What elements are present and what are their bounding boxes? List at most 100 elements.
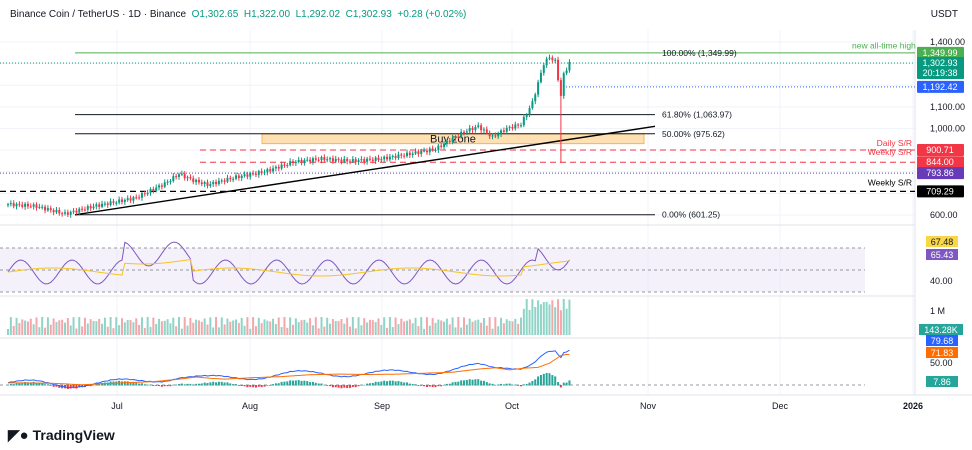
macd-histogram-bar [95,383,98,386]
x-tick-label: Oct [505,401,520,411]
candle-body [266,169,269,173]
volume-bar [78,317,81,335]
candle-body [485,129,488,133]
volume-bar [163,320,166,335]
macd-histogram-bar [209,382,212,386]
candle-body [414,151,417,154]
macd-histogram-bar [311,381,314,386]
macd-histogram-bar [360,384,363,386]
volume-bar [445,318,448,335]
macd-histogram-bar [169,385,172,387]
volume-bar [58,320,61,335]
candle-body [391,155,394,157]
candle-body [140,193,143,198]
candle-body [89,206,92,209]
volume-bar [340,319,343,335]
volume-bar [55,321,58,335]
volume-bar [106,326,109,335]
candle-body [448,140,451,143]
candle-body [66,212,69,215]
volume-bar [303,319,306,335]
macd-histogram-bar [320,383,323,386]
countdown-label: 20:19:38 [922,68,957,78]
macd-histogram-bar [243,385,246,387]
volume-bar [41,317,44,335]
candle-body [517,124,520,126]
candle-body [269,169,272,172]
macd-histogram-bar [254,385,257,388]
candle-body [172,176,175,182]
candle-body [7,204,9,206]
macd-histogram-bar [89,385,92,387]
macd-histogram-bar [525,383,528,386]
volume-bar [491,328,494,335]
candle-body [78,208,81,213]
volume-bar [374,322,377,335]
volume-bar [283,317,286,335]
macd-histogram-bar [126,381,129,386]
candle-body [383,156,386,160]
macd-histogram-bar [326,385,329,386]
volume-bar [280,327,283,335]
macd-histogram-bar [29,382,32,386]
macd-histogram-bar [35,382,38,386]
candle-body [397,154,400,159]
currency-label: USDT [930,9,958,20]
macd-histogram-bar [397,381,400,386]
macd-histogram-bar [286,381,289,386]
candle-body [400,154,403,156]
volume-bar [126,319,129,335]
price-chart[interactable]: Jul Aug Sep Oct Nov Dec 2026 1,400.00 1,100.00 1,… [0,0,972,420]
rsi-ma-value: 67.48 [931,237,954,247]
macd-histogram-bar [565,382,568,386]
volume-value: 143.28K [924,325,958,335]
candle-body [349,161,351,163]
macd-histogram-bar [363,384,366,386]
macd-histogram-bar [443,384,446,386]
candle-body [274,166,277,169]
candle-body [457,136,460,138]
volume-bar [346,317,349,335]
macd-histogram-bar [166,385,169,387]
volume-bar [220,317,223,335]
candle-body [257,171,260,175]
macd-histogram-bar [266,385,269,386]
candle-body [337,158,340,160]
candle-body [557,59,560,81]
volume-bar [383,317,386,335]
volume-bar [488,317,491,335]
macd-histogram-bar [178,383,180,386]
candle-body [562,73,565,96]
candle-body [477,125,480,128]
macd-histogram-bar [417,385,420,386]
macd-histogram-bar [121,381,123,386]
volume-bar [269,321,272,335]
macd-histogram-bar [172,384,175,386]
volume-bar [520,317,522,335]
candle-body [226,177,229,182]
symbol-title[interactable]: Binance Coin / TetherUS · 1D · Binance [10,9,187,20]
macd-histogram-bar [463,380,465,386]
tradingview-icon: ◤● [8,427,29,444]
x-tick-label: Nov [640,401,657,411]
volume-bar [480,322,483,335]
candle-body [103,203,106,205]
macd-histogram-bar [414,384,417,386]
macd-histogram-bar [468,379,471,386]
volume-bar [314,317,317,335]
macd-histogram-bar [403,382,406,386]
ath-label: new all-time high [852,40,916,50]
candle-body [149,189,152,193]
candle-body [203,182,206,185]
macd-histogram-bar [183,384,186,386]
volume-bar [317,328,320,335]
volume-bar [511,321,514,335]
volume-bar [565,308,568,335]
candle-body [249,173,252,177]
candle-body [314,158,317,160]
candle-body [511,126,514,129]
candle-body [158,185,161,188]
macd-histogram-bar [41,383,44,386]
candle-body [425,150,428,153]
tradingview-logo[interactable]: ◤● TradingView [8,426,115,444]
